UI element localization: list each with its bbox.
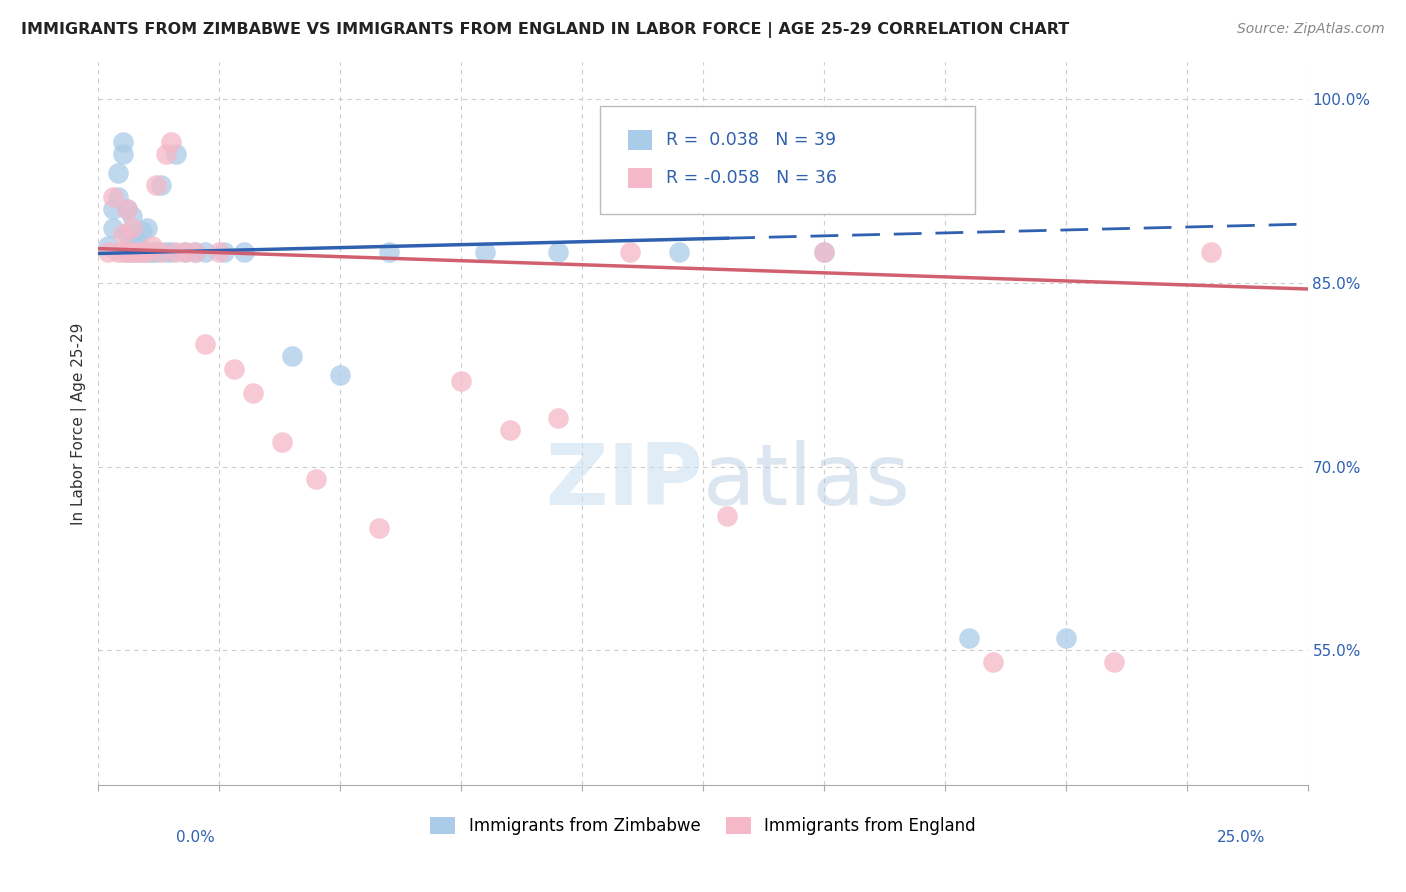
- Point: [135, 245, 157, 260]
- Point: [141, 239, 163, 253]
- Point: [101, 202, 124, 217]
- Point: [329, 368, 352, 382]
- Point: [271, 435, 294, 450]
- Text: R =  0.038   N = 39: R = 0.038 N = 39: [666, 131, 837, 149]
- Point: [111, 227, 134, 241]
- Point: [981, 656, 1004, 670]
- FancyBboxPatch shape: [628, 168, 652, 188]
- Point: [117, 245, 139, 260]
- Point: [212, 245, 235, 260]
- FancyBboxPatch shape: [600, 106, 976, 214]
- Point: [305, 472, 328, 486]
- Text: atlas: atlas: [703, 440, 911, 523]
- Point: [222, 361, 245, 376]
- Point: [127, 233, 149, 247]
- Point: [107, 166, 129, 180]
- Point: [111, 135, 134, 149]
- Point: [117, 202, 139, 217]
- Point: [121, 220, 143, 235]
- Point: [111, 245, 134, 260]
- Point: [107, 190, 129, 204]
- Point: [1199, 245, 1222, 260]
- Text: ZIP: ZIP: [546, 440, 703, 523]
- Point: [165, 245, 187, 260]
- Point: [232, 245, 254, 260]
- Point: [117, 202, 139, 217]
- Point: [619, 245, 641, 260]
- Point: [194, 245, 217, 260]
- Point: [127, 245, 149, 260]
- Point: [474, 245, 496, 260]
- Point: [101, 220, 124, 235]
- Point: [131, 224, 153, 238]
- Point: [121, 245, 143, 260]
- Point: [150, 178, 173, 192]
- Point: [121, 209, 143, 223]
- Point: [668, 245, 690, 260]
- Text: 25.0%: 25.0%: [1218, 830, 1265, 845]
- Point: [117, 227, 139, 241]
- Point: [208, 245, 231, 260]
- Point: [1102, 656, 1125, 670]
- Text: 0.0%: 0.0%: [176, 830, 215, 845]
- Point: [160, 245, 183, 260]
- Point: [111, 147, 134, 161]
- Point: [97, 245, 120, 260]
- Point: [498, 423, 520, 437]
- FancyBboxPatch shape: [628, 129, 652, 150]
- Legend: Immigrants from Zimbabwe, Immigrants from England: Immigrants from Zimbabwe, Immigrants fro…: [423, 810, 983, 842]
- Point: [155, 147, 177, 161]
- Point: [117, 245, 139, 260]
- Point: [145, 245, 167, 260]
- Point: [174, 245, 197, 260]
- Point: [174, 245, 197, 260]
- Y-axis label: In Labor Force | Age 25-29: In Labor Force | Age 25-29: [72, 323, 87, 524]
- Point: [813, 245, 835, 260]
- Point: [377, 245, 399, 260]
- Text: R = -0.058   N = 36: R = -0.058 N = 36: [666, 169, 837, 187]
- Point: [368, 521, 391, 535]
- Point: [184, 245, 207, 260]
- Point: [135, 220, 157, 235]
- Point: [547, 410, 569, 425]
- Point: [107, 245, 129, 260]
- Point: [131, 245, 153, 260]
- Point: [716, 508, 738, 523]
- Point: [165, 147, 187, 161]
- Point: [121, 245, 143, 260]
- Point: [813, 245, 835, 260]
- Text: Source: ZipAtlas.com: Source: ZipAtlas.com: [1237, 22, 1385, 37]
- Point: [141, 245, 163, 260]
- Point: [547, 245, 569, 260]
- Point: [160, 135, 183, 149]
- Point: [131, 245, 153, 260]
- Point: [121, 227, 143, 241]
- Point: [127, 245, 149, 260]
- Point: [957, 631, 980, 645]
- Point: [155, 245, 177, 260]
- Point: [97, 239, 120, 253]
- Point: [135, 245, 157, 260]
- Point: [242, 386, 264, 401]
- Point: [281, 349, 304, 363]
- Point: [184, 245, 207, 260]
- Point: [101, 190, 124, 204]
- Point: [1054, 631, 1077, 645]
- Point: [150, 245, 173, 260]
- Point: [145, 178, 167, 192]
- Text: IMMIGRANTS FROM ZIMBABWE VS IMMIGRANTS FROM ENGLAND IN LABOR FORCE | AGE 25-29 C: IMMIGRANTS FROM ZIMBABWE VS IMMIGRANTS F…: [21, 22, 1070, 38]
- Point: [450, 374, 472, 388]
- Point: [194, 337, 217, 351]
